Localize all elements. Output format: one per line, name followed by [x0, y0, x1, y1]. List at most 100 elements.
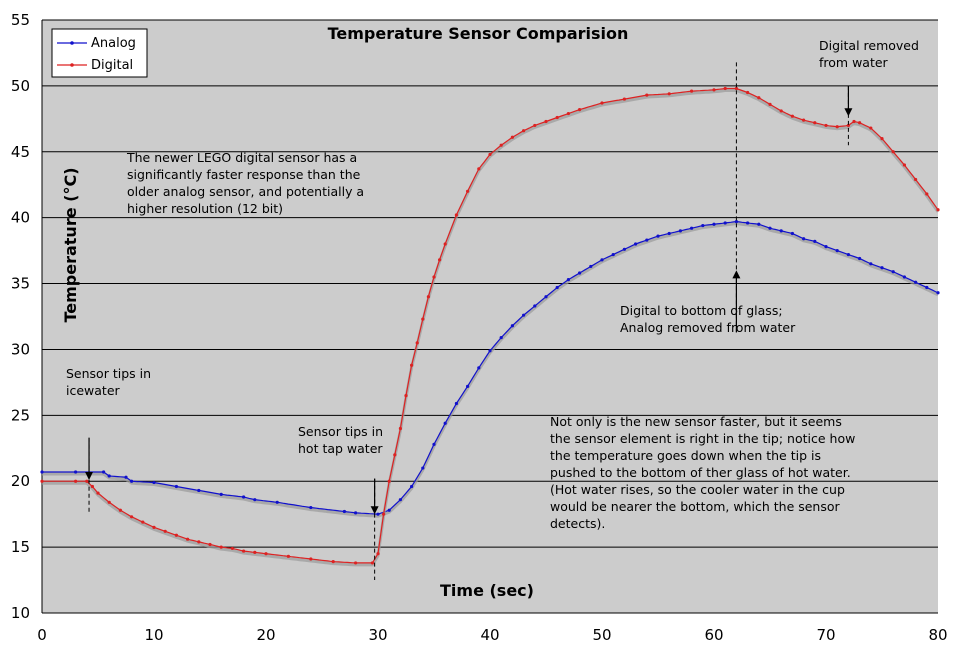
note-1-line-3: pushed to the bottom of ther glass of ho…	[550, 465, 851, 480]
point-digital-3	[90, 484, 94, 489]
point-digital-4	[96, 491, 100, 495]
point-digital-30	[404, 393, 408, 398]
point-analog-8	[197, 488, 201, 493]
point-digital-68	[852, 119, 856, 124]
point-analog-18	[398, 498, 402, 502]
point-digital-51	[622, 97, 627, 101]
point-digital-19	[264, 552, 268, 556]
point-analog-16	[376, 512, 380, 516]
point-analog-61	[880, 266, 884, 270]
chart-title: Temperature Sensor Comparision	[328, 24, 629, 43]
point-digital-53	[667, 92, 671, 96]
point-analog-29	[522, 313, 526, 317]
note-1-line-6: detects).	[550, 516, 605, 531]
point-digital-43	[510, 135, 514, 139]
x-axis-label: Time (sec)	[440, 581, 534, 600]
point-digital-61	[779, 109, 783, 113]
y-tick-label-55: 55	[11, 11, 30, 29]
point-analog-4	[124, 475, 128, 479]
series-layer	[40, 86, 940, 567]
point-digital-40	[477, 167, 481, 171]
point-digital-37	[443, 242, 447, 246]
point-analog-30	[533, 304, 537, 308]
point-analog-36	[600, 258, 604, 262]
point-digital-10	[163, 529, 167, 533]
point-digital-74	[914, 177, 918, 182]
y-tick-label-20: 20	[11, 472, 30, 490]
point-digital-59	[757, 96, 761, 100]
legend: Analog Digital	[51, 28, 148, 78]
point-analog-2	[102, 470, 106, 474]
point-digital-29	[398, 426, 402, 431]
x-tick-label-0: 0	[37, 626, 47, 644]
point-analog-58	[846, 252, 851, 257]
point-digital-41	[488, 152, 492, 157]
point-digital-75	[925, 192, 929, 196]
point-analog-15	[354, 511, 358, 515]
series-shadow-analog	[42, 222, 939, 518]
point-analog-24	[466, 384, 470, 388]
point-analog-59	[858, 256, 862, 261]
point-analog-23	[454, 401, 458, 406]
point-digital-20	[286, 554, 290, 558]
y-tick-label-35: 35	[11, 275, 30, 293]
point-analog-7	[174, 484, 178, 489]
point-analog-21	[432, 442, 436, 446]
point-digital-32	[415, 341, 419, 345]
point-analog-54	[802, 237, 806, 241]
point-analog-12	[275, 500, 279, 504]
point-analog-11	[253, 498, 257, 502]
annotation-text-0-0: Sensor tips in	[66, 366, 151, 381]
x-tick-label-10: 10	[144, 626, 163, 644]
x-tick-label-50: 50	[592, 626, 611, 644]
point-analog-35	[589, 264, 593, 269]
note-1-line-2: the temperature goes down when the tip i…	[550, 448, 821, 463]
point-digital-46	[544, 119, 548, 124]
point-digital-7	[130, 515, 134, 519]
point-analog-65	[925, 285, 929, 290]
point-digital-54	[690, 89, 694, 93]
series-digital	[40, 86, 940, 567]
point-analog-56	[824, 245, 828, 249]
point-digital-23	[354, 561, 358, 565]
note-0-line-1: significantly faster response than the	[127, 167, 361, 182]
point-analog-50	[757, 222, 761, 226]
point-digital-27	[387, 479, 391, 483]
point-analog-38	[622, 247, 627, 251]
point-analog-48	[734, 220, 739, 224]
annotation-text-1-1: hot tap water	[298, 441, 383, 456]
x-tick-label-80: 80	[928, 626, 947, 644]
y-tick-label-10: 10	[11, 604, 30, 622]
legend-box	[51, 28, 148, 78]
note-0-line-2: older analog sensor, and potentially a	[127, 184, 364, 199]
point-digital-18	[253, 550, 257, 554]
point-digital-44	[522, 129, 526, 133]
y-axis-label: Temperature (°C)	[61, 167, 80, 322]
point-analog-39	[634, 242, 638, 246]
point-digital-50	[600, 101, 604, 105]
annotation-text-0-1: icewater	[66, 383, 121, 398]
point-analog-46	[712, 222, 716, 226]
point-analog-31	[544, 295, 548, 299]
point-digital-69	[858, 121, 862, 125]
point-digital-21	[309, 557, 313, 561]
point-analog-19	[410, 484, 414, 489]
point-analog-3	[107, 474, 111, 478]
point-digital-34	[426, 295, 430, 299]
plot-area	[42, 20, 938, 613]
point-analog-33	[566, 278, 571, 282]
series-shadow-digital	[42, 89, 940, 567]
point-digital-70	[869, 126, 873, 130]
point-analog-47	[723, 221, 727, 225]
point-analog-14	[342, 509, 346, 514]
point-digital-0	[40, 479, 44, 483]
point-digital-48	[566, 111, 571, 116]
point-digital-57	[734, 86, 739, 91]
point-digital-13	[197, 540, 201, 544]
legend-label-digital: Digital	[91, 58, 133, 73]
point-digital-55	[712, 88, 716, 92]
point-analog-63	[902, 275, 907, 279]
gridlines	[41, 19, 938, 614]
point-digital-22	[331, 560, 335, 564]
